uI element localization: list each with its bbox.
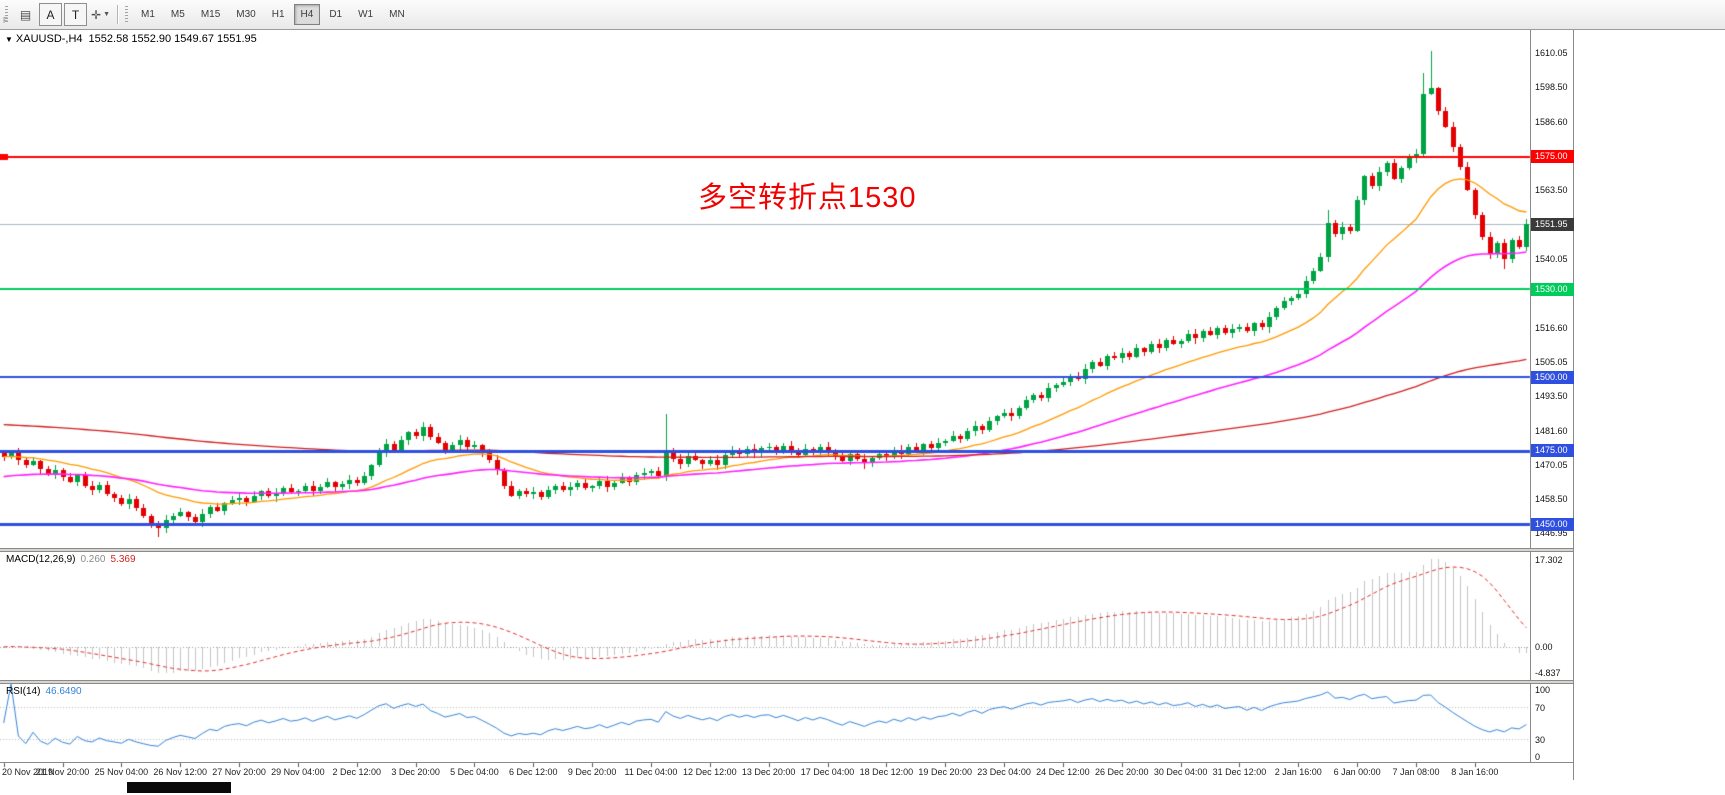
price-axis-label: 1540.05 — [1535, 254, 1568, 265]
macd-signal-value: 5.369 — [110, 554, 136, 565]
time-axis-label: 27 Nov 20:00 — [212, 767, 266, 777]
time-axis-label: 13 Dec 20:00 — [741, 767, 796, 777]
rsi-value: 46.6490 — [45, 686, 82, 697]
macd-axis-label-max: 17.302 — [1535, 555, 1563, 565]
rsi-indicator-label: RSI(14) 46.6490 — [6, 686, 82, 697]
timeframe-m30-button[interactable]: M30 — [236, 9, 256, 20]
chart-title: ▼ XAUUSD-,H4 1552.58 1552.90 1549.67 1551.… — [5, 33, 257, 45]
macd-indicator-label: MACD(12,26,9) 0.260 5.369 — [6, 554, 136, 565]
time-axis-label: 30 Dec 04:00 — [1153, 767, 1208, 777]
macd-name: MACD(12,26,9) — [6, 554, 76, 565]
price-axis-label: 1563.50 — [1535, 185, 1568, 196]
time-axis-label: 2 Dec 12:00 — [332, 767, 382, 777]
timeframe-w1-button[interactable]: W1 — [358, 9, 374, 20]
timeframe-h4-button[interactable]: H4 — [293, 4, 321, 25]
cursor-tool-dropdown-button[interactable]: ✛ ▼ — [89, 3, 112, 26]
time-axis-label: 21 Nov 20:00 — [35, 767, 90, 777]
time-axis-label: 19 Dec 20:00 — [918, 767, 972, 777]
price-axis-label: 1505.05 — [1535, 357, 1568, 368]
t-button-label: T — [71, 7, 80, 22]
toolbar-hint: F — [3, 16, 8, 25]
time-axis-label: 7 Jan 08:00 — [1392, 767, 1440, 777]
text-tool-t-button[interactable]: T — [64, 3, 87, 26]
dropdown-triangle-icon[interactable]: ▼ — [5, 35, 13, 44]
timeframe-mn-button[interactable]: MN — [389, 9, 405, 20]
timeframe-h1-button[interactable]: H1 — [271, 9, 285, 20]
time-axis-label: 20 Nov 2019 — [2, 767, 54, 777]
timeframe-m1-button[interactable]: M1 — [141, 9, 155, 20]
toolbar-grip[interactable] — [5, 5, 8, 24]
hline-price-tag-1500.00[interactable]: 1500.00 — [1531, 370, 1574, 384]
time-axis-label: 17 Dec 04:00 — [800, 767, 855, 777]
price-axis-label: 1458.50 — [1535, 494, 1568, 505]
price-axis-label: 1598.50 — [1535, 82, 1568, 93]
time-axis-label: 24 Dec 12:00 — [1036, 767, 1090, 777]
macd-axis-label-zero: 0.00 — [1535, 641, 1553, 652]
time-axis-label: 26 Dec 20:00 — [1094, 767, 1149, 777]
time-axis-label: 25 Nov 04:00 — [94, 767, 149, 777]
hline-price-tag-1475.00[interactable]: 1475.00 — [1531, 444, 1574, 458]
macd-axis-label-min: -4.837 — [1535, 668, 1561, 678]
price-axis-label: 1610.05 — [1535, 48, 1568, 59]
timeframe-d1-button[interactable]: D1 — [329, 9, 343, 20]
time-axis-label: 8 Jan 16:00 — [1451, 767, 1499, 777]
time-axis-label: 29 Nov 04:00 — [271, 767, 325, 777]
timeframe-m5-button[interactable]: M5 — [170, 9, 185, 20]
price-axis-label: 1446.95 — [1535, 528, 1568, 539]
rsi-axis-label-0: 0 — [1535, 752, 1541, 762]
price-axis-label: 1493.50 — [1535, 391, 1568, 402]
time-axis-label: 31 Dec 12:00 — [1212, 767, 1267, 777]
price-axis-label: 1516.60 — [1535, 323, 1568, 334]
time-axis-label: 12 Dec 12:00 — [683, 767, 737, 777]
time-axis-label: 23 Dec 04:00 — [977, 767, 1031, 777]
bid-price-tag: 1551.95 — [1531, 217, 1574, 231]
time-axis-label: 6 Jan 00:00 — [1333, 767, 1381, 777]
text-label-a-button[interactable]: A — [39, 3, 62, 26]
price-axis-label: 1586.60 — [1535, 117, 1568, 128]
time-axis-label: 5 Dec 04:00 — [450, 767, 499, 777]
toolbar: ▤ A T ✛ ▼ M1 M5 M15 M30 H1 H4 D1 W1 MN — [0, 0, 1725, 30]
rsi-name: RSI(14) — [6, 686, 41, 697]
symbol-period-label: XAUUSD-,H4 — [15, 33, 83, 45]
hline-price-tag-1575.00[interactable]: 1575.00 — [1531, 150, 1574, 164]
time-axis-label: 26 Nov 12:00 — [153, 767, 207, 777]
crosshair-icon: ✛ — [91, 7, 102, 22]
toolbar-separator — [117, 5, 119, 24]
time-axis-label: 9 Dec 20:00 — [567, 767, 617, 777]
rsi-axis-label-70: 70 — [1535, 703, 1546, 714]
ohlc-values: 1552.58 1552.90 1549.67 1551.95 — [88, 33, 257, 45]
rsi-axis-label-30: 30 — [1535, 734, 1546, 745]
a-button-label: A — [46, 7, 55, 22]
price-axis-label: 1470.05 — [1535, 460, 1568, 471]
chart-icon: ▤ — [19, 7, 32, 22]
charts-bar-button[interactable]: ▤ — [14, 3, 37, 26]
rsi-axis-label-100: 100 — [1535, 685, 1551, 695]
time-axis-label: 11 Dec 04:00 — [624, 767, 678, 777]
hline-price-tag-1530.00[interactable]: 1530.00 — [1531, 282, 1574, 296]
timeframe-toolbar-grip[interactable] — [125, 5, 128, 24]
bottom-black-bar — [127, 782, 231, 793]
timeframe-group: M1 M5 M15 M30 H1 H4 D1 W1 MN — [133, 4, 413, 25]
time-axis-label: 6 Dec 12:00 — [509, 767, 558, 777]
chevron-down-icon: ▼ — [103, 11, 110, 18]
chart-window: ▼ XAUUSD-,H4 1552.58 1552.90 1549.67 1551.… — [0, 30, 1574, 795]
time-axis-label: 3 Dec 20:00 — [391, 767, 440, 777]
chart-annotation-text[interactable]: 多空转折点1530 — [698, 182, 917, 214]
time-axis-label: 18 Dec 12:00 — [859, 767, 914, 777]
macd-main-value: 0.260 — [80, 554, 106, 565]
timeframe-m15-button[interactable]: M15 — [200, 9, 221, 20]
price-axis-label: 1481.60 — [1535, 426, 1568, 437]
time-axis-label: 2 Jan 16:00 — [1274, 767, 1322, 777]
chart-canvas[interactable] — [0, 30, 1574, 795]
hline-price-tag-1450.00[interactable]: 1450.00 — [1531, 517, 1574, 531]
